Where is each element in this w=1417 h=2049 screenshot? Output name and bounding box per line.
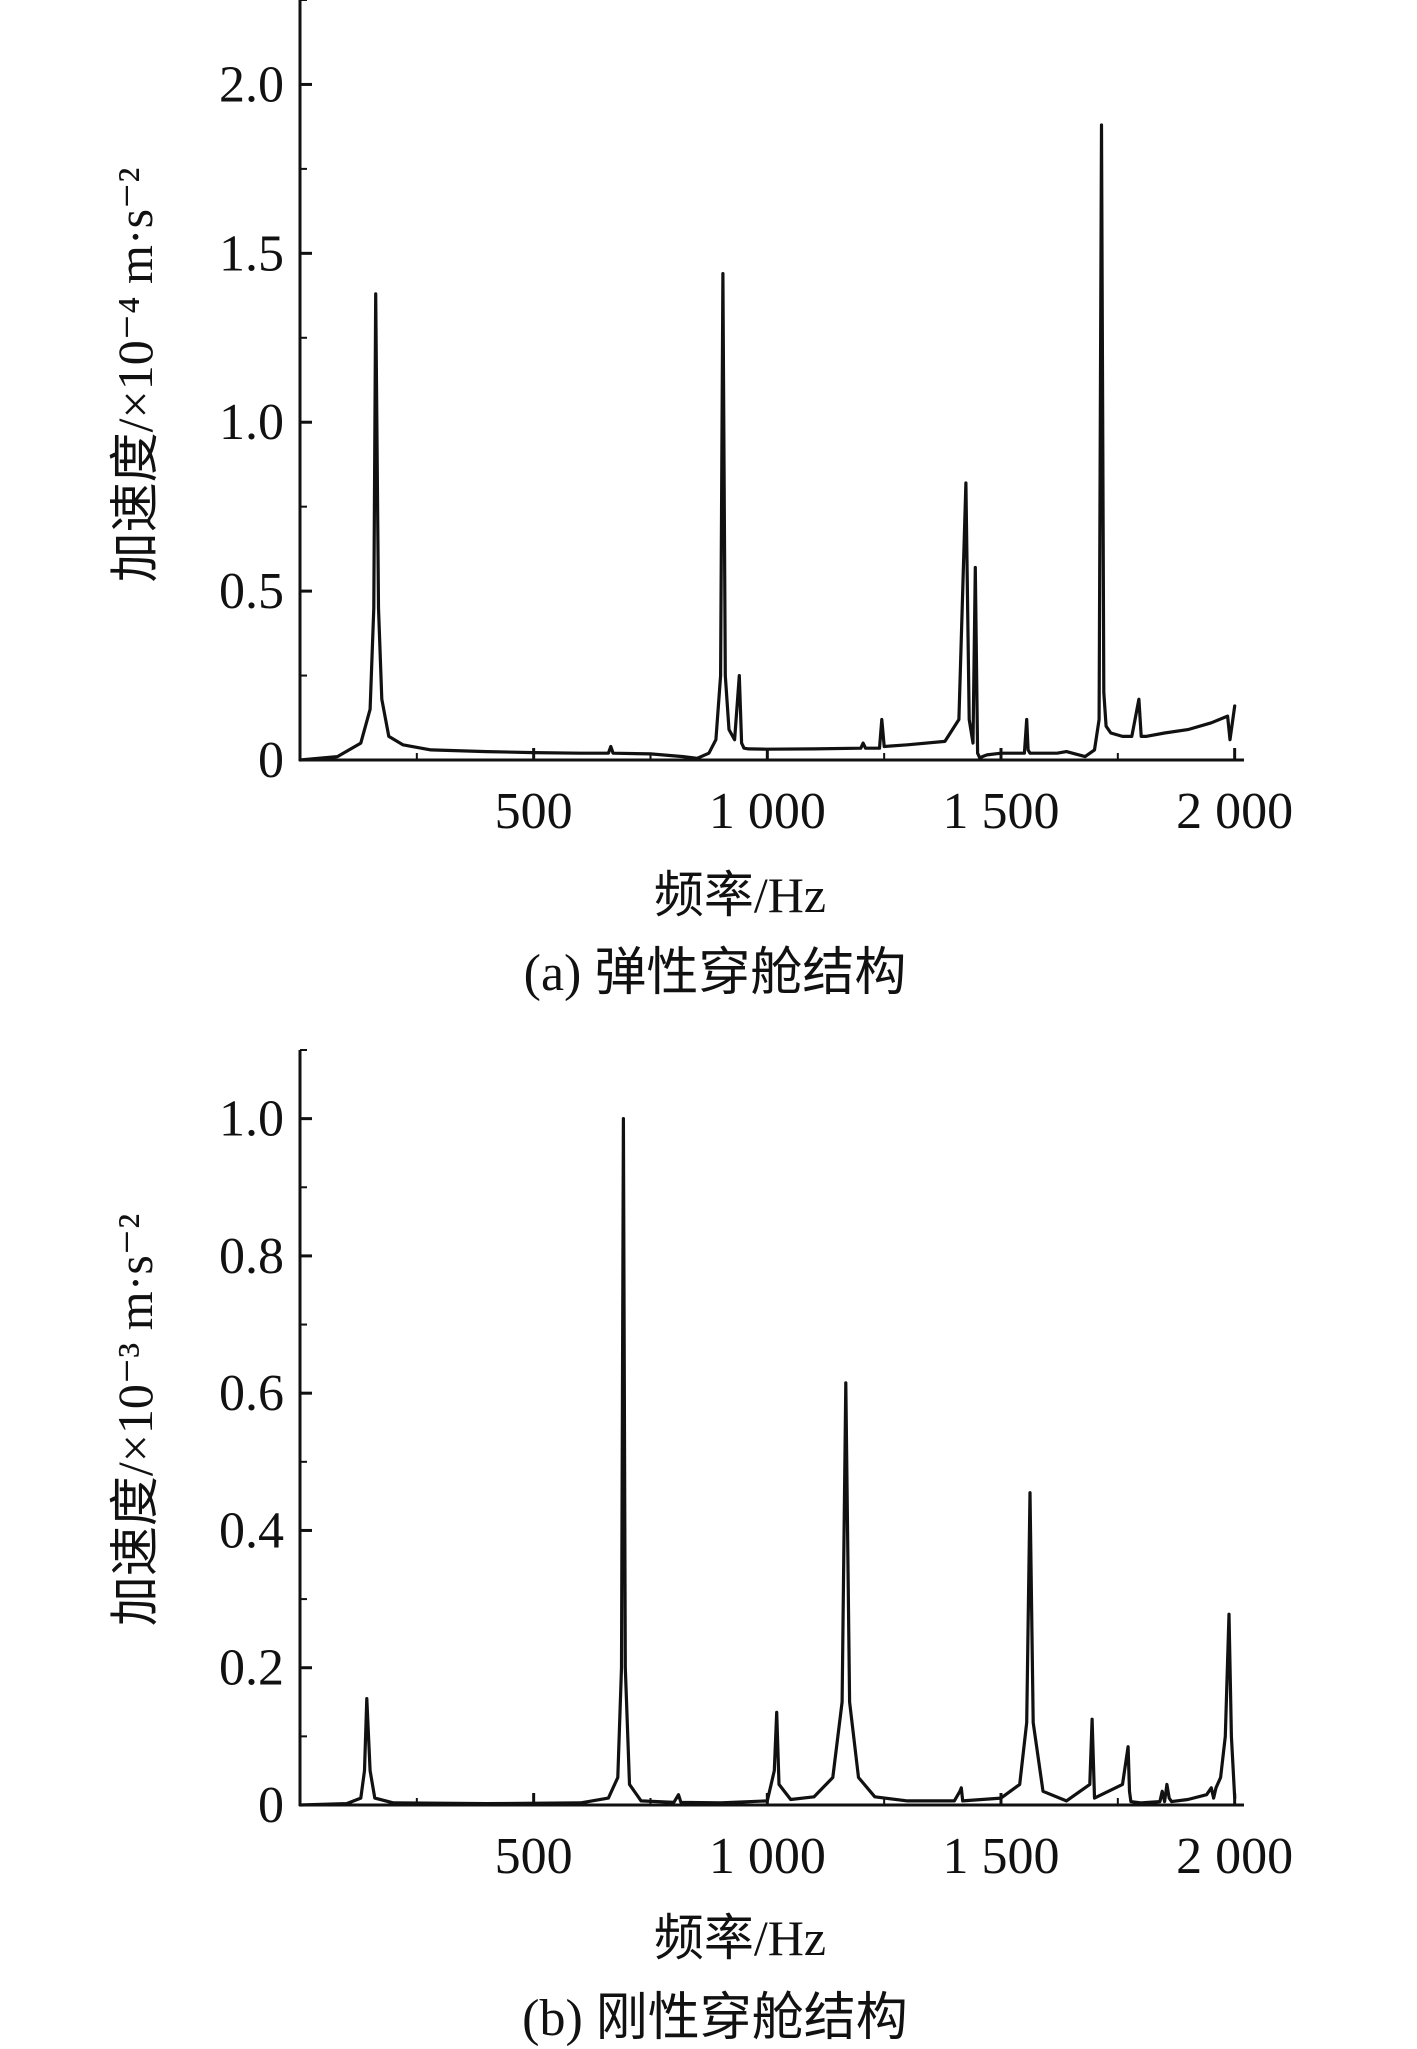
y-tick-label-b: 0.8 (219, 1228, 284, 1285)
x-tick-label-b: 1 500 (942, 1828, 1059, 1885)
y-tick-label-a: 1.5 (219, 225, 284, 282)
chart-panel-b: 0 0.2 0.4 0.6 0.8 1.0 500 1 000 1 500 2 000 频率/H… (107, 1049, 1293, 2047)
x-tick-label-b: 500 (495, 1828, 573, 1885)
y-tick-label-a: 2.0 (219, 56, 284, 113)
y-tick-label-b: 0.2 (219, 1640, 284, 1697)
y-ticks-b: 0 0.2 0.4 0.6 0.8 1.0 (219, 1049, 312, 1834)
y-tick-label-b: 0.6 (219, 1365, 284, 1422)
y-tick-label-b: 1.0 (219, 1091, 284, 1148)
x-tick-label-a: 2 000 (1176, 783, 1293, 840)
y-tick-label-a: 1.0 (219, 394, 284, 451)
x-tick-label-a: 1 500 (942, 783, 1059, 840)
x-ticks-a: 500 1 000 1 500 2 000 (415, 748, 1293, 840)
x-tick-label-b: 1 000 (709, 1828, 826, 1885)
x-axis-label-b: 频率/Hz (654, 1910, 826, 1966)
x-ticks-b: 500 1 000 1 500 2 000 (415, 1793, 1293, 1885)
x-tick-label-b: 2 000 (1176, 1828, 1293, 1885)
y-tick-label-a: 0.5 (219, 563, 284, 620)
x-axis-label-a: 频率/Hz (654, 867, 826, 923)
series-line-a (298, 123, 1237, 762)
series-b (298, 1116, 1237, 1807)
caption-a: (a) 弹性穿舱结构 (524, 945, 907, 1002)
y-ticks-a: 0 0.5 1.0 1.5 2.0 (219, 0, 312, 789)
y-tick-label-b: 0.4 (219, 1502, 284, 1559)
y-tick-label-a: 0 (258, 732, 284, 789)
series-line-b (298, 1116, 1237, 1807)
y-tick-label-b: 0 (258, 1777, 284, 1834)
caption-b: (b) 刚性穿舱结构 (522, 1990, 908, 2047)
y-axis-label-b: 加速度/×10⁻³ m·s⁻² (107, 1214, 163, 1626)
y-axis-label-a: 加速度/×10⁻⁴ m·s⁻² (107, 168, 163, 583)
x-tick-label-a: 500 (495, 783, 573, 840)
x-tick-label-a: 1 000 (709, 783, 826, 840)
chart-panel-a: 0 0.5 1.0 1.5 2.0 500 1 000 1 500 2 000 频率/Hz 加… (107, 0, 1293, 1002)
series-a (298, 123, 1237, 762)
